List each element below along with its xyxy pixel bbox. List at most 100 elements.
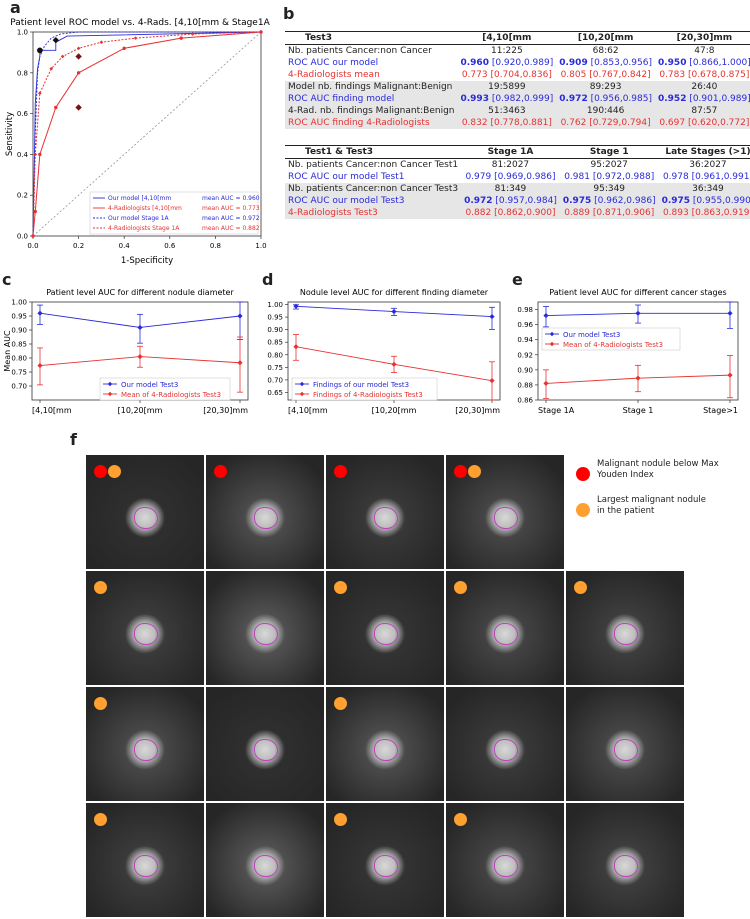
y-tick-label: 0.6 [17,110,29,118]
legend-auc: mean AUC = 0.960 [202,195,260,202]
table-header-row: Test1 & Test3 Stage 1A Stage 1 Late Stages … [285,145,750,159]
ct-tile [86,571,204,685]
data-point [237,313,243,319]
confidence-interval: [0.901,0.989] [686,94,750,104]
row-label: ROC AUC finding model [288,94,395,104]
row-label: ROC AUC finding 4-Radiologists [288,118,430,128]
roc-point [76,71,81,75]
y-tick-label: 0.90 [11,327,27,335]
chart-title: Patient level ROC model vs. 4-Rads. [4,1… [10,18,270,28]
auc-value: 0.993 [460,94,489,104]
y-axis-label: Sensitivity [5,112,15,156]
ct-tile [86,455,204,569]
auc-value: 0.950 [657,58,687,68]
table-row: ROC AUC our model Test1 0.979 [0.969,0.98… [285,171,750,183]
table-cell: 0.960 [0.920,0.989] [457,57,556,69]
y-tick-label: 0.98 [517,306,533,314]
ct-tile [326,687,444,801]
x-tick-label: [20,30]mm [455,406,500,415]
auc-value: 0.972 [464,196,493,206]
nodule-contour [614,855,638,877]
nodule-contour [614,623,638,645]
operating-point-marker [52,36,59,44]
row-label: Model nb. findings Malignant:Benign [288,82,453,92]
legend-marker [107,391,113,397]
table-cell: 87:57 [691,106,718,116]
nodule-contour [374,739,398,761]
x-tick-label: Stage 1 [623,406,654,415]
row-label: Nb. patients Cancer:non Cancer Test1 [288,160,459,170]
x-tick-label: [20,30]mm [203,406,248,415]
nodule-contour [494,855,518,877]
confidence-interval: [0.920,0.989] [488,58,554,68]
data-point [635,375,641,381]
table-cell: 0.697 [0.620,0.772] [659,118,750,128]
row-label: 4-Radiologists Test3 [288,208,378,218]
nodule-contour [614,739,638,761]
table-cell: 0.979 [0.969,0.986] [465,172,556,182]
table-cell: 36:349 [692,184,724,194]
orange-dot-legend-label: Largest malignant nodule in the patient [597,495,706,516]
table-cell: 81:349 [494,184,527,194]
roc-point [60,54,65,59]
row-label: ROC AUC our model Test1 [288,172,405,182]
table-cell: 0.909 [0.853,0.956] [556,57,655,69]
x-tick-label: 0.6 [164,242,176,250]
table-row: 4-Radiologists mean 0.773 [0.704,0.836] 0.… [285,69,750,81]
nodule-contour [134,739,158,761]
data-point [137,354,143,360]
y-tick-label: 0.80 [11,355,27,363]
y-tick-label: 0.90 [517,366,533,374]
table-header-cell: Stage 1 [589,147,629,157]
auc-value: 0.975 [661,196,691,206]
legend-entry: Findings of our model Test3 [313,381,409,389]
ct-tile [206,803,324,917]
roc-point [122,46,126,51]
roc-point [33,152,38,157]
table-cell: 0.832 [0.778,0.881] [461,118,552,128]
panel-label-b: b [283,4,295,23]
roc-point [76,46,81,51]
ct-tile [566,571,684,685]
x-tick-label: 0.0 [27,242,38,250]
nodule-contour [374,855,398,877]
x-tick-label: [10,20[mm [372,406,417,415]
auc-by-nodule-diameter-chart: Patient level AUC for different nodule d… [3,288,249,415]
table-header-cell: Stage 1A [487,147,534,157]
x-tick-label: 0.4 [119,242,131,250]
auc-value: 0.952 [657,94,687,104]
table-header-cell: Test1 & Test3 [305,147,374,157]
data-point [489,313,495,320]
nodule-contour [374,507,398,529]
y-tick-label: 0.85 [11,341,27,349]
y-tick-label: 0.8 [17,69,28,77]
table-cell: 0.993 [0.982,0.999] [457,93,556,105]
table-row: Model nb. findings Malignant:Benign 19:58… [285,81,750,93]
x-tick-label: 0.2 [73,242,84,250]
row-label: 4-Radiologists mean [288,70,380,80]
red-dot-legend-label: Malignant nodule below Max Youden Index [597,459,719,480]
table-row: ROC AUC our model 0.960 [0.920,0.989] 0.90… [285,57,750,69]
ct-tile [446,571,564,685]
table-cell: 89:293 [589,82,622,92]
orange-dot-icon [108,465,121,478]
table-row: Nb. patients Cancer:non Cancer 11:225 68:6… [285,45,750,58]
table-cell: 0.882 [0.862,0.900] [465,208,556,218]
data-point [293,303,299,309]
table-cell: 0.972 [0.956,0.985] [556,93,655,105]
ct-tile [446,803,564,917]
ct-tile [206,571,324,685]
legend-box [89,191,259,235]
results-table-by-diameter: Test3 [4,10[mm [10,20[mm [20,30]mm Nb. patie… [285,31,750,129]
x-tick-label: Stage 1A [538,406,575,415]
table-cell: 81:2027 [491,160,530,170]
roc-point [38,91,42,95]
panel-label-f: f [70,430,77,449]
red-dot-icon [334,465,347,478]
panel-label-c: c [2,270,12,289]
roc-point [190,32,195,36]
data-point [391,361,397,367]
data-point [489,378,495,384]
ct-tile [446,687,564,801]
x-tick-label: 1.0 [255,242,266,250]
